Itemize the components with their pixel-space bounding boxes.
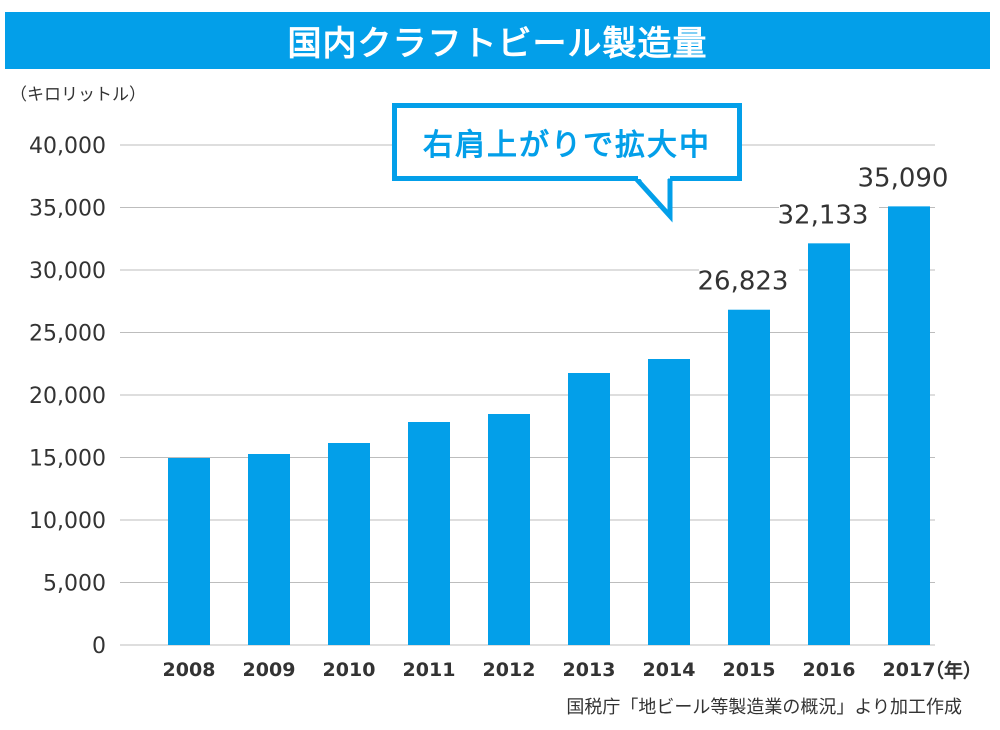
y-tick-label: 25,000 [29, 322, 106, 347]
bar-2013 [568, 373, 610, 645]
y-tick-label: 5,000 [43, 572, 106, 597]
data-label-background [779, 195, 879, 232]
bar-2014 [648, 359, 690, 645]
annotation-callout: 右肩上がりで拡大中 [392, 103, 742, 181]
data-label: 26,823 [698, 267, 789, 297]
x-tick-label: 2016 [803, 659, 856, 681]
bar-2015 [728, 309, 770, 645]
bar-2008 [168, 458, 210, 645]
y-tick-label: 20,000 [29, 384, 106, 409]
x-tick-label: 2011 [403, 659, 456, 681]
x-tick-label: 2010 [323, 659, 376, 681]
y-tick-label: 15,000 [29, 447, 106, 472]
y-tick-label: 35,000 [29, 197, 106, 222]
y-tick-label: 10,000 [29, 509, 106, 534]
x-tick-label: 2017 [883, 659, 936, 681]
x-axis-unit-label: （年） [925, 660, 983, 682]
x-tick-label: 2008 [163, 659, 216, 681]
bar-2012 [488, 414, 530, 645]
bar-2017 [888, 206, 930, 645]
data-label-background [699, 261, 799, 298]
title-bar: 国内クラフトビール製造量 [5, 12, 990, 69]
y-axis-unit-label: （キロリットル） [10, 85, 146, 105]
callout-pointer [634, 176, 673, 223]
x-tick-label: 2013 [563, 659, 616, 681]
source-note: 国税庁「地ビール等製造業の概況」より加工作成 [566, 697, 962, 718]
data-label: 35,090 [858, 163, 949, 193]
data-label: 32,133 [778, 200, 869, 230]
x-tick-label: 2014 [643, 659, 696, 681]
x-tick-label: 2009 [243, 659, 296, 681]
chart-title: 国内クラフトビール製造量 [287, 24, 708, 64]
annotation-text: 右肩上がりで拡大中 [423, 128, 711, 163]
x-tick-label: 2012 [483, 659, 536, 681]
bar-2010 [328, 443, 370, 645]
y-tick-label: 40,000 [29, 134, 106, 159]
y-tick-label: 0 [92, 634, 106, 659]
x-tick-label: 2015 [723, 659, 776, 681]
bar-2016 [808, 243, 850, 645]
y-tick-label: 30,000 [29, 259, 106, 284]
data-label-background [859, 158, 959, 195]
bar-2009 [248, 454, 290, 645]
bar-2011 [408, 422, 450, 645]
